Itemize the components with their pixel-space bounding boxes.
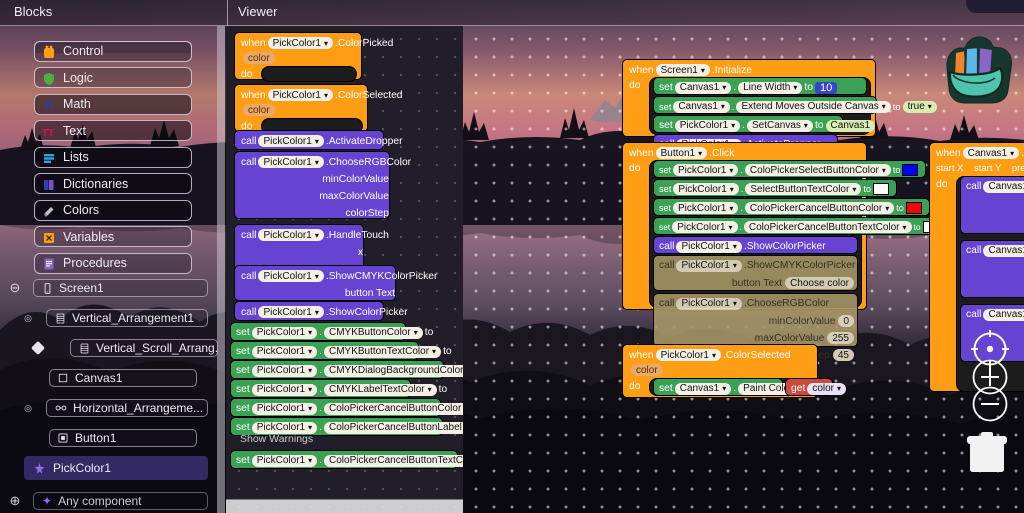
svg-text:TT: TT <box>42 128 54 139</box>
